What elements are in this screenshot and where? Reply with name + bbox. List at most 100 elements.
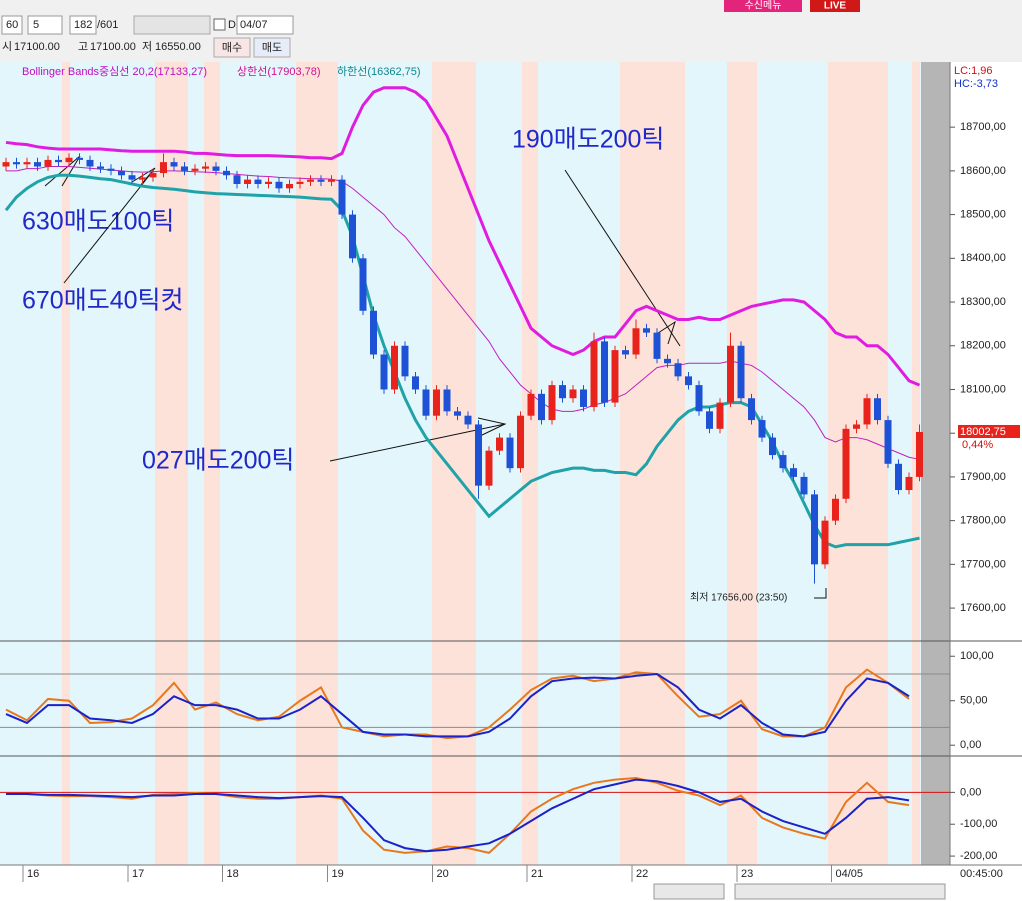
candle-body (811, 494, 818, 565)
position-box[interactable] (69, 15, 97, 35)
candle-body (139, 177, 146, 180)
band-line (6, 165, 920, 460)
y-tick-label: 17900,00 (960, 471, 1006, 483)
high-value: 17100.00 (90, 41, 136, 53)
y-tick-label: 18300,00 (960, 296, 1006, 308)
candle-body (790, 468, 797, 477)
annotation-arrows (44, 155, 827, 599)
session-stripes (0, 62, 950, 865)
candle-body (716, 402, 724, 429)
candle-body (338, 179, 346, 215)
candle-body (569, 389, 577, 399)
legend-bollinger: Bollinger Bands중심선 20,2(17133,27) (22, 65, 207, 78)
menu-button[interactable] (724, 0, 802, 12)
candle-body (800, 476, 808, 495)
candle-body (149, 173, 157, 178)
y-tick-label: -200,00 (960, 850, 997, 862)
candle-body (97, 166, 104, 169)
sell-label: 매도 (262, 41, 282, 54)
candle-body (2, 162, 10, 167)
candle-body (538, 393, 545, 421)
candle-body (916, 431, 923, 477)
candle-body (296, 181, 304, 184)
candle-body (223, 170, 230, 176)
candle-body (328, 179, 335, 182)
candle-body (23, 162, 31, 165)
y-tick-label: 18600,00 (960, 165, 1006, 177)
candle-body (548, 385, 556, 421)
candle-body (181, 166, 188, 171)
candle-body (433, 389, 440, 416)
legend-lc: LC:1,96 (954, 65, 993, 77)
scroll-controls[interactable] (653, 883, 725, 900)
candle-body (65, 157, 73, 163)
price-box-label: 18002,75 (960, 426, 1006, 438)
candle-body (580, 389, 587, 407)
candle-body (632, 328, 640, 355)
checkbox[interactable] (213, 18, 226, 31)
candle-body (590, 341, 598, 407)
candle-body (13, 162, 20, 165)
candle-body (44, 159, 52, 167)
candle-body (695, 385, 703, 412)
zoom-controls[interactable] (734, 883, 946, 900)
y-tick-label: 18200,00 (960, 340, 1006, 352)
annotation: 630매도100틱 (22, 208, 174, 236)
buy-button[interactable] (213, 37, 251, 58)
candle-body (821, 520, 829, 565)
candle-body (758, 420, 766, 438)
candle-body (86, 159, 94, 167)
candle-body (370, 310, 377, 355)
low-note: 최저 17656,00 (23:50) (690, 592, 787, 604)
indicator-line (6, 778, 910, 853)
x-tick-label: 17 (132, 868, 144, 880)
candle-body (412, 376, 419, 390)
candle-body (212, 166, 220, 171)
x-tick-label: 21 (531, 868, 543, 880)
open-value: 17100.00 (14, 41, 60, 53)
candle-body (422, 389, 430, 416)
y-tick-label: 0,00 (960, 739, 981, 751)
sell-button[interactable] (253, 37, 291, 58)
count-box[interactable] (27, 15, 63, 35)
live-badge[interactable] (810, 0, 860, 12)
candle-body (401, 345, 409, 377)
candle-body (601, 341, 608, 403)
date-box[interactable] (236, 15, 294, 35)
candle-body (170, 162, 178, 167)
x-tick-label: 20 (437, 868, 449, 880)
annotation: 670매도40틱컷 (22, 287, 184, 315)
candle-body (202, 166, 209, 169)
y-tick-label: 18400,00 (960, 252, 1006, 264)
candle-body (349, 214, 356, 259)
candle-body (191, 168, 199, 171)
low-value: 16550.00 (155, 41, 201, 53)
legend-hc: HC:-3,73 (954, 78, 998, 90)
candle-body (443, 389, 451, 412)
candle-body (76, 157, 83, 160)
y-tick-label: -100,00 (960, 818, 997, 830)
total: /601 (97, 19, 118, 31)
candle-body (706, 411, 713, 429)
candle-body (643, 328, 650, 333)
y-tick-label: 17600,00 (960, 602, 1006, 614)
candle-body (506, 437, 514, 469)
interval-box[interactable] (1, 15, 23, 35)
position: 182 (74, 19, 92, 31)
y-tick-label: 100,00 (960, 650, 994, 662)
tool-icons[interactable] (133, 15, 211, 35)
y-tick-label: 18700,00 (960, 121, 1006, 133)
candle-body (653, 332, 661, 359)
candle-body (359, 258, 367, 311)
candle-body (464, 415, 472, 425)
legend-lower: 하한선(16362,75) (337, 64, 421, 78)
candle-body (895, 463, 902, 491)
candle-body (307, 179, 314, 182)
candle-body (254, 179, 262, 184)
candle-body (517, 415, 524, 469)
annotation: 190매도200틱 (512, 126, 664, 154)
candle-body (874, 398, 881, 421)
candle-body (727, 345, 734, 403)
x-tick-label: 18 (227, 868, 239, 880)
